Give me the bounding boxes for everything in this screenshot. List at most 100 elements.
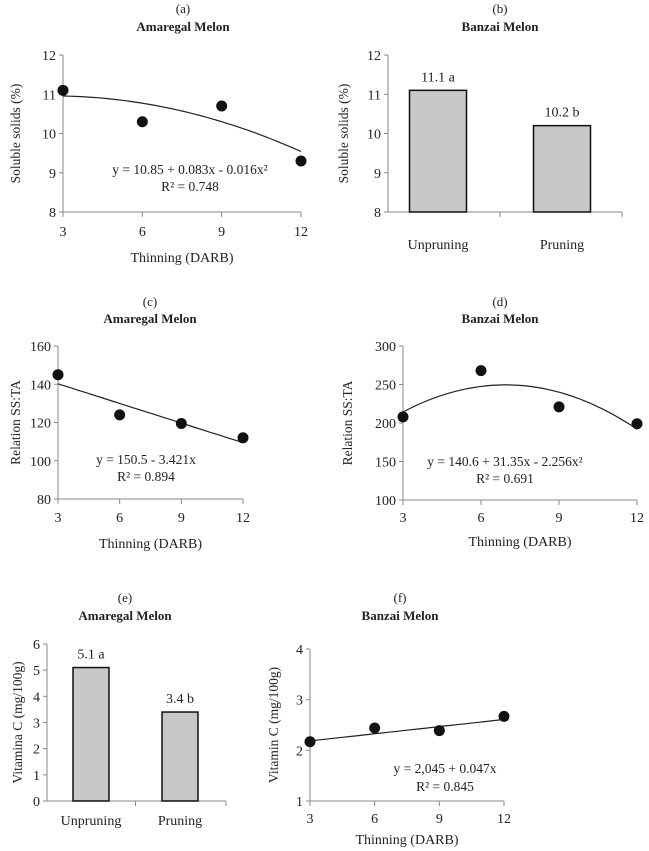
y-axis-label: Relation SS:TA [8,380,23,465]
y-tick-label: 9 [374,167,381,182]
x-tick-label: 6 [478,511,485,526]
y-tick-label: 100 [375,494,396,509]
y-axis-label: Vitamina C (mg/100g) [10,661,25,783]
y-tick-label: 3 [33,717,40,732]
x-tick-label: 12 [236,511,250,526]
category-label: Pruning [540,238,584,253]
data-point [553,401,565,413]
data-point [433,725,445,737]
y-tick-label: 1 [33,769,40,784]
data-point [475,365,487,377]
category-label: Unpruning [61,814,122,829]
x-axis-label: Thinning (DARB) [468,535,571,550]
chart-panel-e: (e) Amaregal Melon 0 1 2 3 4 5 6 Vitamina C (mg/1… [10,590,227,829]
panel-label: (f) [394,590,407,605]
y-tick-label: 8 [374,206,381,221]
category-label: Pruning [158,814,202,829]
x-tick-label: 9 [556,511,563,526]
x-tick-label: 12 [294,225,308,240]
chart-title: Amaregal Melon [78,608,172,623]
data-point [136,116,148,128]
panel-label: (c) [143,294,157,309]
y-axis-label: Relation SS:TA [340,380,355,465]
trend-line [309,718,505,742]
y-tick-label: 2 [296,744,303,759]
data-point [397,411,409,423]
y-axis-label: Vitamin C (mg/100g) [266,667,281,783]
x-tick-label: 3 [55,511,62,526]
chart-panel-a: (a) Amaregal Melon 8 9 10 11 12 Soluble solids … [8,1,308,266]
y-tick-label: 12 [42,49,56,64]
x-tick-label: 9 [436,812,443,827]
y-tick-label: 10 [42,128,56,143]
category-label: Unpruning [408,238,469,253]
data-point [57,84,69,96]
data-point [52,369,64,381]
panel-label: (e) [118,590,132,605]
regression-equation: y = 10.85 + 0.083x - 0.016x² [112,162,267,177]
y-tick-label: 250 [375,379,396,394]
trend-line [57,383,244,444]
trend-line [62,95,302,153]
x-axis-label: Thinning (DARB) [130,251,233,266]
x-tick-label: 6 [139,225,146,240]
r-squared: R² = 0.894 [117,469,175,484]
r-squared: R² = 0.845 [416,779,474,794]
y-tick-label: 8 [49,206,56,221]
x-tick-label: 12 [497,812,511,827]
chart-title: Amaregal Melon [136,19,230,34]
y-tick-label: 4 [296,643,303,658]
y-tick-label: 120 [30,417,51,432]
panel-label: (b) [492,1,507,16]
y-tick-label: 300 [375,340,396,355]
data-point [631,418,643,430]
data-point [216,100,228,112]
y-tick-label: 11 [43,88,56,103]
regression-equation: y = 140.6 + 31.35x - 2.256x² [427,454,582,469]
r-squared: R² = 0.691 [476,471,534,486]
data-point [114,409,126,421]
x-tick-label: 6 [116,511,123,526]
data-point [304,736,316,748]
y-tick-label: 80 [37,493,51,508]
trend-line [402,384,638,430]
x-axis-label: Thinning (DARB) [99,537,202,552]
regression-equation: y = 150.5 - 3.421x [96,452,196,467]
y-tick-label: 200 [375,417,396,432]
y-tick-label: 4 [33,690,40,705]
bar [161,711,199,802]
bar [72,666,110,802]
chart-title: Banzai Melon [362,608,440,623]
data-point [498,710,510,722]
y-tick-label: 140 [30,378,51,393]
y-tick-label: 11 [368,88,381,103]
y-tick-label: 12 [367,49,381,64]
data-label: 11.1 a [421,70,455,85]
y-tick-label: 10 [367,128,381,143]
x-tick-label: 12 [630,511,644,526]
y-axis-label: Soluble solids (%) [8,84,23,184]
y-tick-label: 100 [30,455,51,470]
x-tick-label: 9 [178,511,185,526]
x-tick-label: 6 [371,812,378,827]
x-axis-label: Thinning (DARB) [355,833,458,848]
y-tick-label: 9 [49,167,56,182]
bar [408,89,468,213]
data-label: 10.2 b [545,106,580,121]
y-tick-label: 1 [296,795,303,810]
chart-panel-b: (b) Banzai Melon 8 9 10 11 12 Soluble solids (%… [336,1,623,253]
y-tick-label: 5 [33,664,40,679]
x-tick-label: 3 [400,511,407,526]
y-tick-label: 2 [33,743,40,758]
bar [532,124,592,213]
r-squared: R² = 0.748 [161,179,219,194]
y-tick-label: 0 [33,795,40,810]
chart-panel-c: (c) Amaregal Melon 80 100 120 140 160 Relation … [8,294,250,552]
data-label: 3.4 b [166,692,194,707]
y-tick-label: 3 [296,694,303,709]
y-tick-label: 160 [30,340,51,355]
data-point [237,432,249,444]
panel-label: (d) [492,294,507,309]
